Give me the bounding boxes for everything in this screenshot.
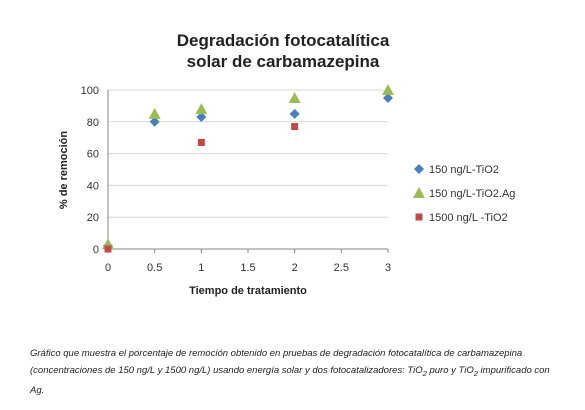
figure-caption: Gráfico que muestra el porcentaje de rem… bbox=[30, 345, 560, 399]
y-tick-label: 80 bbox=[87, 117, 99, 129]
data-point-series-2 bbox=[148, 107, 161, 119]
x-tick-label: 3 bbox=[385, 262, 391, 274]
legend-label-3: 1500 ng/L -TiO2 bbox=[429, 212, 508, 224]
caption-text-part-2: puro y TiO bbox=[426, 365, 474, 376]
data-point-series-3 bbox=[197, 138, 205, 146]
y-tick-label: 60 bbox=[87, 149, 99, 161]
caption-subscript-2: 2 bbox=[473, 368, 478, 378]
data-point-series-3 bbox=[291, 123, 299, 131]
data-point-series-2 bbox=[288, 91, 301, 103]
data-point-series-2 bbox=[382, 84, 394, 95]
legend-label-1: 150 ng/L-TiO2 bbox=[429, 164, 499, 176]
y-tick-labels: 0 20 40 60 80 100 bbox=[81, 85, 99, 256]
data-point-series-1 bbox=[196, 112, 207, 123]
legend: 150 ng/L-TiO2 150 ng/L-TiO2.Ag 1500 ng/L -… bbox=[413, 164, 515, 224]
chart-title-line-2: solar de carbamazepina bbox=[187, 52, 380, 71]
legend-marker-2 bbox=[413, 187, 425, 198]
x-tick-label: 1 bbox=[198, 262, 204, 274]
caption-text-part-3: impurificado con Ag. bbox=[30, 365, 550, 396]
y-tick-label: 0 bbox=[93, 244, 99, 256]
y-tick-label: 100 bbox=[81, 85, 99, 97]
x-tick-label: 2.5 bbox=[334, 262, 349, 274]
legend-marker-1 bbox=[414, 164, 424, 174]
data-point-series-1 bbox=[149, 116, 160, 127]
chart: Degradación fotocatalítica solar de carb… bbox=[58, 31, 515, 297]
y-tick-label: 40 bbox=[87, 180, 99, 192]
data-point-series-1 bbox=[383, 92, 393, 103]
data-point-series-3 bbox=[104, 245, 112, 253]
data-point-series-2 bbox=[195, 103, 208, 115]
legend-label-2: 150 ng/L-TiO2.Ag bbox=[429, 188, 515, 200]
x-tick-labels: 0 0.5 1 1.5 2 2.5 3 bbox=[105, 262, 391, 274]
y-tick-label: 20 bbox=[87, 212, 99, 224]
caption-text-part-1: Gráfico que muestra el porcentaje de rem… bbox=[30, 348, 523, 376]
x-tick-label: 1.5 bbox=[240, 262, 255, 274]
legend-marker-3 bbox=[415, 213, 423, 221]
plot-axes bbox=[107, 90, 389, 253]
plot-grid bbox=[108, 89, 388, 218]
data-point-series-1 bbox=[289, 108, 300, 119]
caption-subscript-1: 2 bbox=[422, 368, 427, 378]
y-axis-title: % de remoción bbox=[58, 131, 70, 210]
x-axis-title: Tiempo de tratamiento bbox=[189, 285, 307, 297]
x-tick-label: 0.5 bbox=[147, 262, 162, 274]
chart-title-line-1: Degradación fotocatalítica bbox=[177, 31, 390, 50]
x-tick-label: 2 bbox=[292, 262, 298, 274]
x-tick-label: 0 bbox=[105, 262, 111, 274]
plot-points bbox=[102, 84, 394, 253]
